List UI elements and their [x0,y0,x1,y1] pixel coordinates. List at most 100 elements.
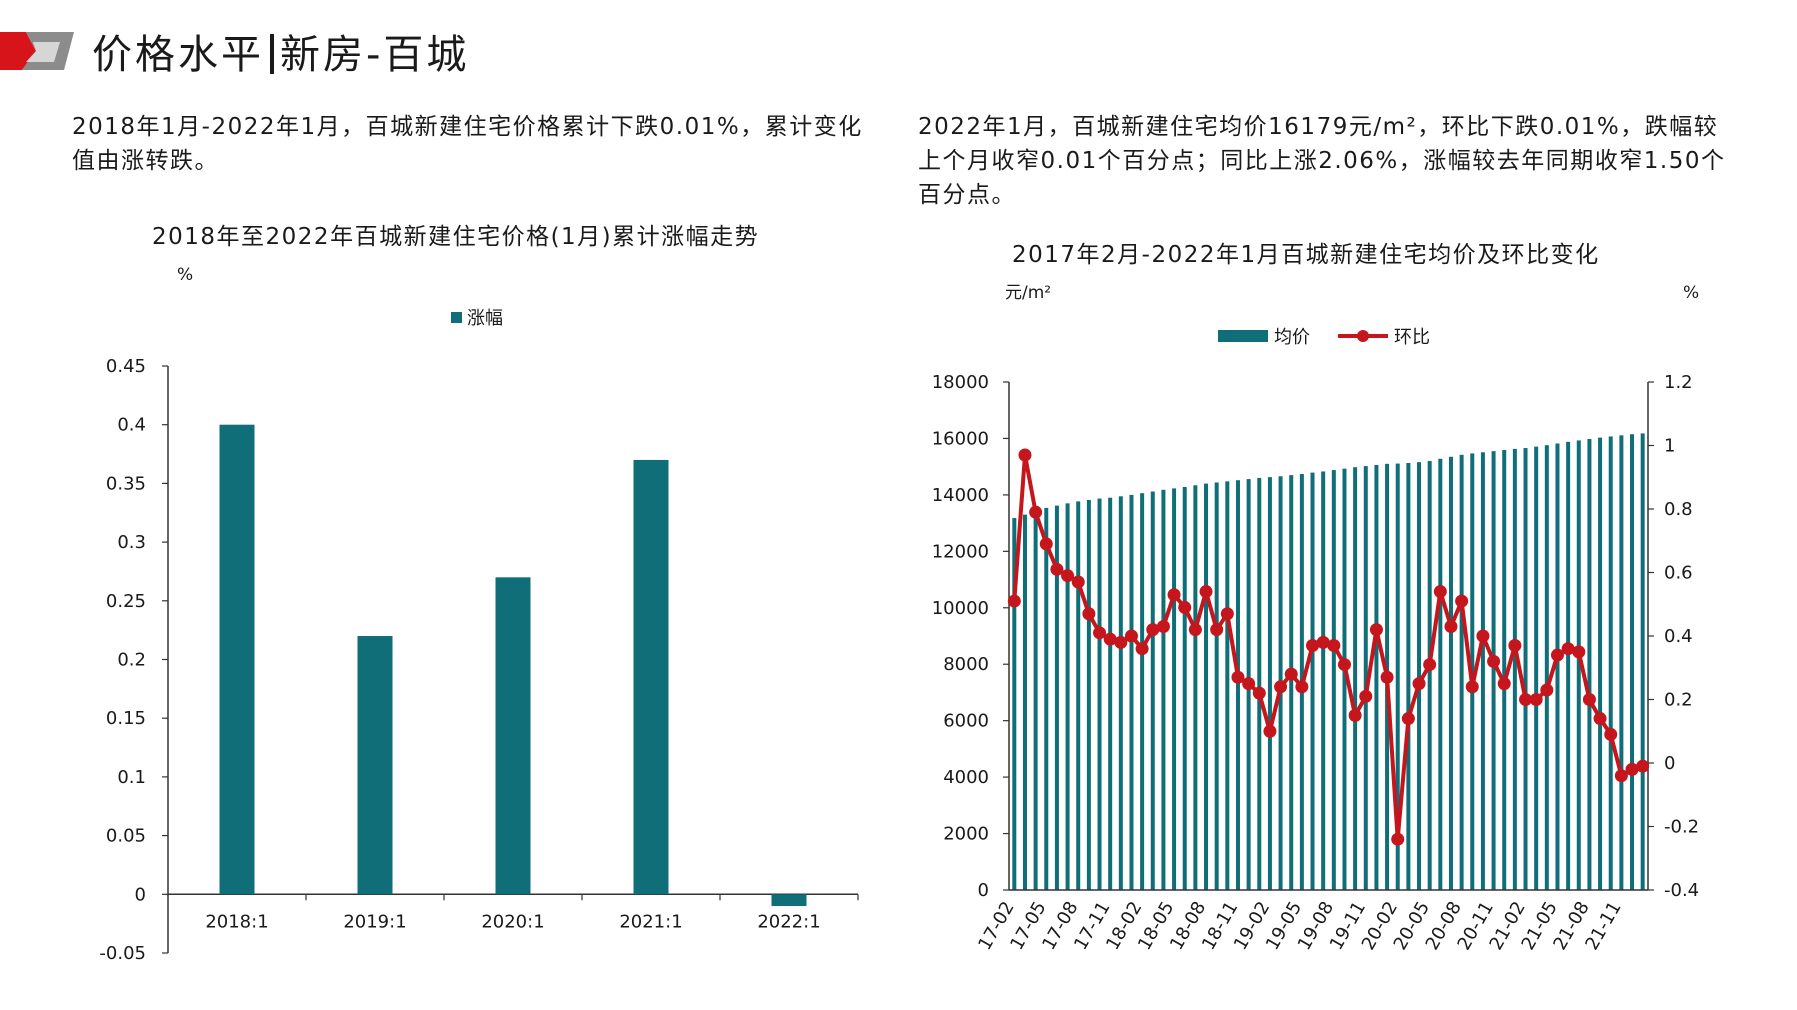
chart1-plot: 0.45 0.4 0.35 0.3 0.25 0.2 0.15 0.1 0.05 0 -0.05 20… [99,356,859,964]
chart2-price-bar [1555,443,1560,890]
chart2-price-bar [1225,481,1230,890]
chart2-mom-point [1487,654,1501,668]
chart2-mom-point [1636,759,1650,773]
chart2-mom-point [1263,724,1277,738]
chart2-mom-point [1401,712,1415,726]
chart2-price-bar [1076,501,1081,890]
chart2-legend-line-marker [1357,330,1369,342]
page-title-subsection: 新房-百城 [280,32,470,78]
chart2-price-bar [1417,462,1422,890]
chart2-mom-point [1327,639,1341,653]
chart2-legend-line-label: 环比 [1394,327,1430,348]
chart2-right-tick-label: 0.4 [1664,626,1693,647]
chart2-mom-point [1614,769,1628,783]
chart2-price-bar [1065,503,1070,890]
chart2-mom-point [1135,642,1149,656]
chart2-mom-point [1071,575,1085,589]
chart2-mom-point [1199,585,1213,599]
chart2-mom-point [1550,648,1564,662]
chart1-x-tick-label: 2021:1 [619,911,682,932]
chart1-y-tick-label: 0.45 [106,356,146,377]
chart1-legend-swatch [451,312,462,323]
chart2-price-bar [1129,494,1134,890]
chart2-price-bar [1097,498,1102,890]
chart1-x-tick-label: 2018:1 [205,911,268,932]
chart2-price-bar [1022,514,1027,890]
chart2-mom-point [1433,585,1447,599]
chart2-price-bar [1576,440,1581,890]
chart2-title: 2017年2月-2022年1月百城新建住宅均价及环比变化 [1012,242,1600,268]
chart2-mom-point [1124,629,1138,643]
chart2-price-bar [1267,477,1272,890]
chart2-mom-point [1295,680,1309,694]
chart2-price-bar [1459,454,1464,890]
chart2-left-tick-label: 12000 [932,541,989,562]
chart2-mom-point [1508,639,1522,653]
chart2-mom-point [1146,623,1160,637]
chart2-price-bar [1235,480,1240,890]
chart2-mom-point [1050,562,1064,576]
chart2-price-bar [1491,451,1496,890]
chart2-mom-point [1316,635,1330,649]
chart2-right-tick-label: 0 [1664,753,1675,774]
chart2-price-bar [1310,472,1315,890]
chart2-mom-point [1242,677,1256,691]
chart2-price-bar [1172,488,1177,890]
chart2-mom-point [1156,619,1170,633]
chart2-price-bar [1342,468,1347,890]
chart2-mom-point [1082,607,1096,621]
chart2-mom-point [1455,594,1469,608]
chart2-mom-point [1231,670,1245,684]
chart2-right-tick-label: 1.2 [1664,372,1693,393]
chart2-left-tick-label: 10000 [932,598,989,619]
chart1-y-tick-label: -0.05 [99,943,146,964]
chart2-mom-point [1593,712,1607,726]
chart2-price-bar [1193,485,1198,890]
chart2-mom-point [1561,642,1575,656]
chart2-mom-point [1018,448,1032,462]
chart2-legend: 均价 环比 [1218,327,1430,348]
chart2-mom-point [1369,623,1383,637]
chart1-y-tick-label: 0 [135,884,146,905]
chart2-mom-point [1625,762,1639,776]
chart2-left-tick-label: 0 [978,880,989,901]
chart2-mom-point [1093,626,1107,640]
chart2-price-bar [1566,441,1571,890]
chart2-mom-point [1604,727,1618,741]
chart2-mom-point [1188,623,1202,637]
chart2-left-tick-label: 4000 [943,767,989,788]
chart2-mom-point [1582,693,1596,706]
chart2-right-tick-label: -0.4 [1664,880,1699,901]
chart2-price-bar [1480,452,1485,890]
chart1-bar [633,459,669,895]
chart1-x-tick-label: 2022:1 [757,911,820,932]
chart2-price-bar [1502,450,1507,890]
commentary-left: 2018年1月-2022年1月，百城新建住宅价格累计下跌0.01%，累计变化值由… [72,114,863,174]
chart1-x-tick-label: 2020:1 [481,911,544,932]
chart2-price-bar [1161,489,1166,890]
chart2-mom-point [1210,623,1224,637]
chart2-plot: 18000 16000 14000 12000 10000 8000 6000 4000 200… [932,372,1699,954]
chart2-mom-point [1572,645,1586,659]
chart2-mom-point [1519,693,1533,706]
chart2-mom-point [1540,683,1554,697]
chart2-price-bar [1640,433,1645,890]
chart1-y-tick-label: 0.25 [106,591,146,612]
chart1-bar [357,636,393,895]
chart2-mom-point [1252,686,1266,700]
chart1-bar [771,894,807,907]
chart2-mom-point [1306,639,1320,653]
chart2-mom-point [1007,594,1021,608]
chart2-right-tick-label: 1 [1664,436,1675,457]
chart2-mom-point [1274,680,1288,694]
chart2-mom-point [1220,607,1234,621]
chart2-mom-point [1497,677,1511,691]
chart2-price-bar [1033,511,1038,890]
chart2-price-bar [1182,486,1187,890]
chart2-mom-point [1114,635,1128,649]
chart2-price-bar [1598,437,1603,890]
chart1-y-tick-label: 0.3 [117,532,146,553]
chart2-mom-point [1284,667,1298,681]
chart2-price-bar [1395,463,1400,890]
